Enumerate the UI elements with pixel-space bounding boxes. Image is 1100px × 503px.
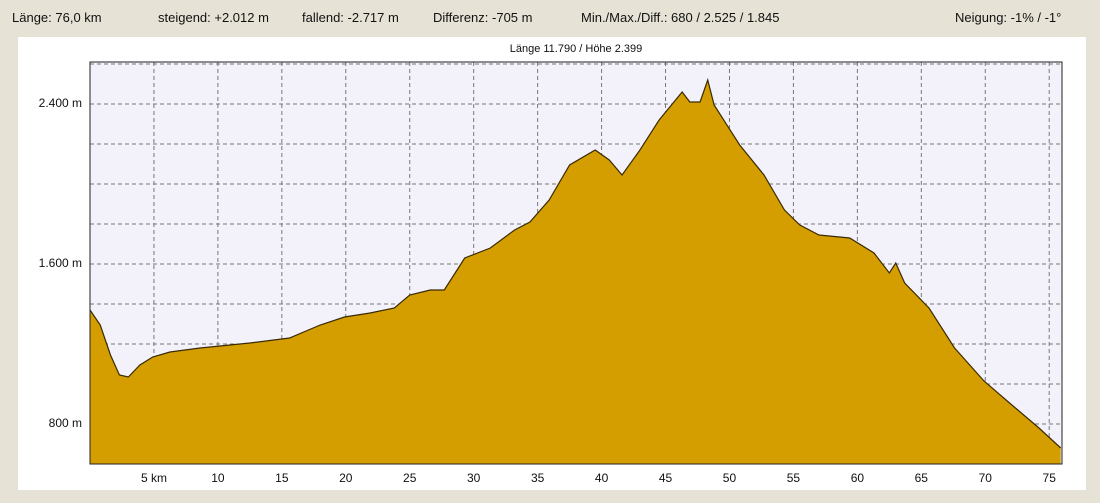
- plot-border: [89, 61, 1063, 465]
- x-tick-label: 30: [467, 471, 481, 485]
- x-tick-label: 5 km: [141, 471, 167, 485]
- area-fill: [90, 80, 1061, 464]
- area-outline: [89, 77, 1062, 449]
- y-tick-label: 2.400 m: [39, 96, 82, 110]
- x-tick-label: 20: [339, 471, 353, 485]
- x-tick-label: 50: [723, 471, 737, 485]
- x-tick-label: 65: [915, 471, 929, 485]
- x-tick-label: 15: [275, 471, 289, 485]
- stat: Länge: 76,0 km: [12, 10, 102, 25]
- stat: Differenz: -705 m: [433, 10, 533, 25]
- x-tick-label: 75: [1043, 471, 1057, 485]
- x-tick-label: 70: [979, 471, 993, 485]
- y-tick-label: 800 m: [49, 416, 82, 430]
- chart-title: Länge 11.790 / Höhe 2.399: [510, 43, 643, 55]
- stat: Min./Max./Diff.: 680 / 2.525 / 1.845: [581, 10, 780, 25]
- status-bar: Länge: 76,0 km steigend: +2.012 m fallen…: [0, 0, 1100, 36]
- stat: fallend: -2.717 m: [302, 10, 399, 25]
- stat: Neigung: -1% / -1°: [955, 10, 1062, 25]
- x-tick-label: 45: [659, 471, 673, 485]
- stat: steigend: +2.012 m: [158, 10, 269, 25]
- x-tick-label: 40: [595, 471, 609, 485]
- x-tick-label: 55: [787, 471, 801, 485]
- y-tick-label: 1.600 m: [39, 256, 82, 270]
- x-tick-label: 60: [851, 471, 865, 485]
- x-tick-label: 35: [531, 471, 545, 485]
- x-tick-label: 25: [403, 471, 417, 485]
- x-tick-label: 10: [211, 471, 225, 485]
